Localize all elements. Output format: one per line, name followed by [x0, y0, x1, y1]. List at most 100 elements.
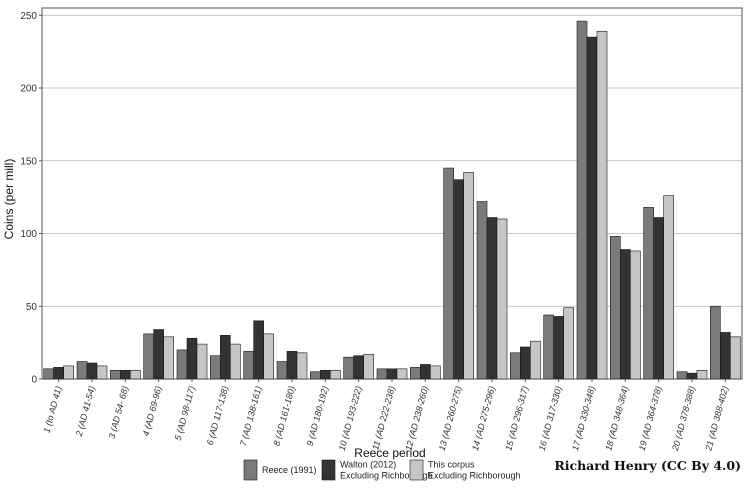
bar-series-2-period-18	[620, 249, 631, 380]
bar-series-2-period-5	[186, 337, 198, 380]
x-axis-title: Reece period	[354, 446, 425, 460]
bar-series-2-period-17	[586, 36, 598, 380]
bar-series-3-period-8	[296, 352, 308, 380]
x-tick-label: 6 (AD 117-138)	[205, 385, 230, 446]
y-tick-label: 250	[20, 11, 37, 22]
y-tick-label: 50	[26, 302, 38, 313]
x-tick-label: 9 (AD 180-192)	[305, 385, 331, 447]
bar-series-2-period-3	[120, 369, 131, 380]
legend-label: Reece (1991)	[262, 465, 317, 475]
bar-series-3-period-2	[96, 365, 108, 380]
bar-series-2-period-2	[86, 362, 98, 380]
bar-series-2-period-20	[686, 372, 698, 380]
legend-label: This corpus Excluding Richborough	[428, 460, 521, 481]
bar-series-3-period-4	[163, 336, 174, 380]
bar-series-2-period-8	[286, 351, 298, 380]
bar-series-1-period-16	[543, 314, 554, 380]
bar-series-2-period-9	[320, 369, 331, 380]
bar-series-3-period-16	[563, 307, 574, 380]
x-tick-label: 11 (AD 222-238)	[370, 385, 397, 451]
bar-series-1-period-20	[676, 371, 688, 380]
bar-series-2-period-16	[553, 316, 564, 380]
x-tick-label: 14 (AD 275-296)	[470, 385, 497, 452]
plot-panel	[41, 7, 743, 380]
bar-series-3-period-13	[463, 172, 474, 380]
x-tick-label: 19 (AD 364-378)	[637, 385, 664, 452]
bar-series-1-period-14	[476, 201, 488, 380]
bar-series-2-period-15	[520, 346, 531, 380]
x-tick-label: 17 (AD 330-348)	[570, 385, 597, 452]
bar-series-3-period-21	[730, 336, 741, 380]
bar-series-3-period-1	[63, 365, 74, 380]
bar-series-2-period-11	[386, 368, 398, 380]
bars-layer	[43, 20, 741, 380]
bar-series-3-period-17	[596, 30, 608, 380]
bar-series-1-period-2	[76, 361, 88, 380]
bar-series-3-period-19	[663, 195, 674, 380]
bar-series-1-period-1	[43, 368, 54, 380]
y-axis-title: Coins (per mill)	[2, 159, 16, 240]
y-axis: 0 50 100 150 200 250	[20, 11, 42, 386]
legend: Reece (1991) Walton (2012) Excluding Richb…	[243, 459, 521, 481]
bar-series-3-period-7	[263, 333, 274, 380]
bar-series-3-period-20	[696, 369, 708, 380]
x-tick-label: 15 (AD 296-317)	[503, 385, 530, 452]
legend-label: Walton (2012) Excluding Richborough	[340, 460, 433, 481]
bar-series-3-period-18	[630, 250, 641, 380]
bar-series-2-period-7	[253, 320, 264, 380]
bar-series-3-period-5	[196, 343, 208, 380]
bar-series-1-period-19	[643, 207, 654, 380]
bar-series-1-period-15	[510, 352, 521, 380]
x-tick-label: 8 (AD 161-180)	[271, 385, 297, 447]
bar-series-1-period-12	[410, 367, 421, 380]
bar-series-2-period-4	[153, 329, 164, 380]
x-tick-label: 5 (AD 98-117)	[173, 385, 197, 442]
x-axis: 1 (to AD 41) 2 (AD 41-54) 3 (AD 54- 68) 4 (…	[42, 379, 730, 453]
x-tick-label: 10 (AD 193-222)	[337, 385, 364, 452]
bar-series-3-period-11	[396, 368, 408, 380]
credit-text: Richard Henry (CC By 4.0)	[554, 458, 741, 473]
bar-series-2-period-10	[353, 355, 364, 380]
bar-series-1-period-11	[376, 368, 388, 380]
legend-swatch	[243, 459, 258, 481]
bar-series-2-period-6	[220, 335, 231, 380]
bar-series-1-period-21	[710, 305, 721, 380]
bar-series-1-period-4	[143, 333, 154, 380]
bar-series-1-period-18	[610, 236, 621, 380]
legend-swatch	[321, 459, 336, 481]
bar-series-3-period-6	[230, 343, 241, 380]
bar-series-2-period-21	[720, 332, 731, 380]
bar-series-2-period-12	[420, 364, 431, 380]
x-tick-label: 7 (AD 138-161)	[238, 385, 264, 447]
bar-series-1-period-13	[443, 167, 454, 380]
bar-series-1-period-5	[176, 349, 188, 380]
bar-series-1-period-7	[243, 351, 254, 380]
x-tick-label: 18 (AD 348-364)	[603, 385, 630, 452]
bar-series-1-period-8	[276, 361, 288, 380]
x-tick-label: 13 (AD 260-275)	[437, 385, 464, 452]
bar-series-2-period-13	[453, 179, 464, 380]
bar-series-3-period-15	[530, 340, 541, 380]
x-tick-label: 4 (AD 69-96)	[141, 385, 164, 437]
bar-series-3-period-14	[496, 218, 508, 380]
bar-series-3-period-9	[330, 369, 341, 380]
bar-series-3-period-12	[430, 365, 441, 380]
y-tick-label: 100	[20, 229, 37, 240]
y-tick-label: 150	[20, 156, 37, 167]
bar-series-2-period-14	[486, 217, 498, 380]
x-tick-label: 1 (to AD 41)	[42, 385, 64, 434]
x-tick-label: 21 (AD 388-402)	[703, 385, 730, 453]
x-tick-label: 2 (AD 41-54)	[74, 385, 97, 438]
x-tick-label: 3 (AD 54- 68)	[107, 385, 131, 440]
x-tick-label: 20 (AD 378-388)	[670, 385, 697, 453]
bar-series-1-period-3	[110, 369, 121, 380]
legend-swatch	[409, 459, 424, 481]
bar-series-2-period-19	[653, 217, 664, 380]
y-tick-label: 200	[20, 84, 37, 95]
bar-series-2-period-1	[53, 367, 64, 380]
x-tick-label: 12 (AD 238-260)	[403, 385, 430, 452]
bar-series-1-period-17	[576, 20, 588, 380]
bar-series-3-period-10	[363, 353, 374, 380]
bar-series-1-period-10	[343, 356, 354, 380]
